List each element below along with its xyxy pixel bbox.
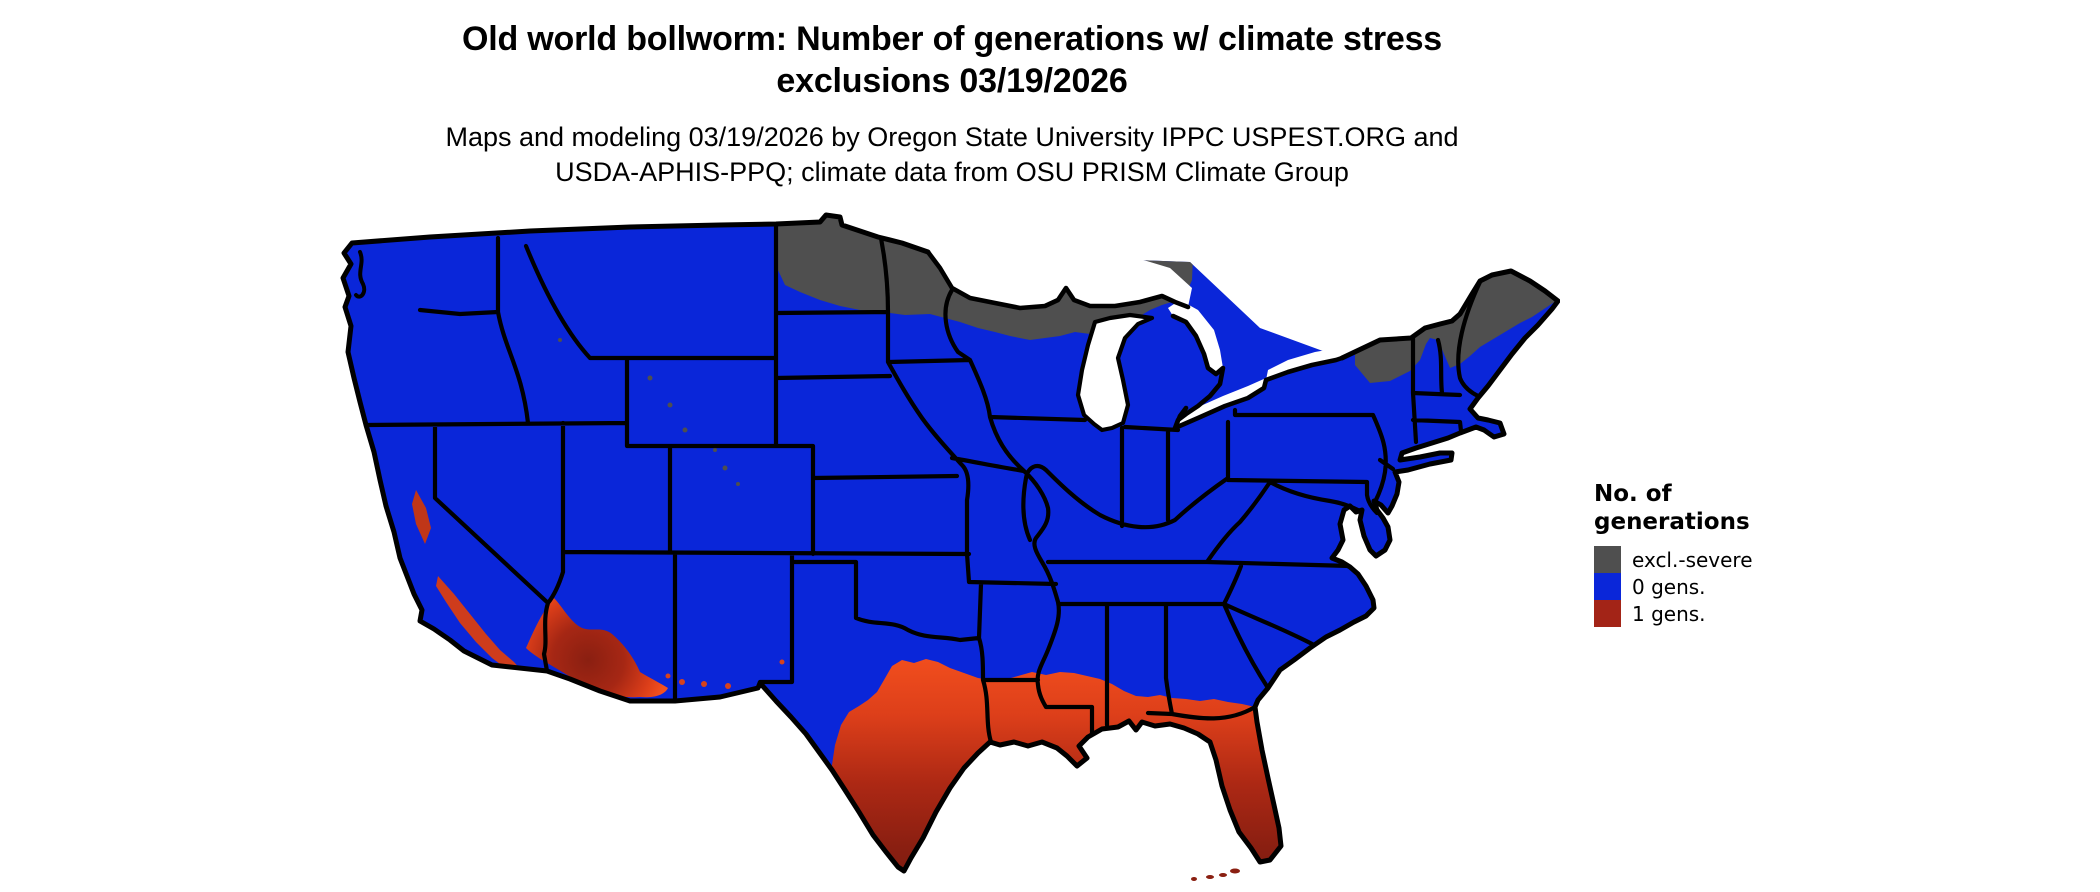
national-outline — [340, 212, 1561, 874]
us-generations-map — [330, 210, 1561, 890]
lake-superior — [928, 236, 1192, 308]
legend-items: excl.-severe 0 gens. 1 gens. — [1594, 546, 1753, 627]
map-title: Old world bollworm: Number of generation… — [462, 18, 1442, 102]
us-map-svg — [340, 212, 1561, 881]
excluded-severe-region-northeast — [1355, 215, 1556, 383]
puget-sound — [354, 250, 367, 299]
legend-swatch-2 — [1594, 600, 1621, 627]
legend-heading-line-2: generations — [1594, 509, 1750, 535]
title-line-2: exclusions 03/19/2026 — [776, 62, 1128, 100]
legend-heading-line-1: No. of — [1594, 481, 1672, 507]
one-generation-region-california-coast — [436, 576, 521, 670]
legend-swatch-0 — [1594, 546, 1621, 573]
great-lakes — [928, 236, 1342, 433]
map-legend: No. of generations excl.-severe 0 gens. 1 … — [1594, 480, 1753, 627]
lake-shorelines — [925, 249, 1345, 431]
legend-label-0: excl.-severe — [1632, 547, 1753, 572]
florida-keys — [1191, 868, 1240, 881]
legend-label-2: 1 gens. — [1632, 601, 1706, 626]
one-generation-region-california-valley — [412, 490, 431, 544]
legend-swatch-1 — [1594, 573, 1621, 600]
map-subtitle: Maps and modeling 03/19/2026 by Oregon S… — [445, 120, 1458, 190]
excluded-severe-mountain-speckles — [558, 338, 740, 486]
subtitle-line-2: USDA-APHIS-PPQ; climate data from OSU PR… — [555, 157, 1349, 187]
state-borders — [363, 221, 1483, 745]
legend-row-2: 1 gens. — [1594, 600, 1753, 627]
legend-row-0: excl.-severe — [1594, 546, 1753, 573]
legend-row-1: 0 gens. — [1594, 573, 1753, 600]
subtitle-line-1: Maps and modeling 03/19/2026 by Oregon S… — [445, 122, 1459, 152]
lake-erie — [1175, 378, 1266, 426]
one-generation-border-speckles — [665, 659, 785, 689]
lake-michigan — [1075, 312, 1155, 433]
one-generation-region-arizona — [526, 598, 668, 698]
legend-label-1: 0 gens. — [1632, 574, 1706, 599]
title-line-1: Old world bollworm: Number of generation… — [461, 20, 1443, 58]
